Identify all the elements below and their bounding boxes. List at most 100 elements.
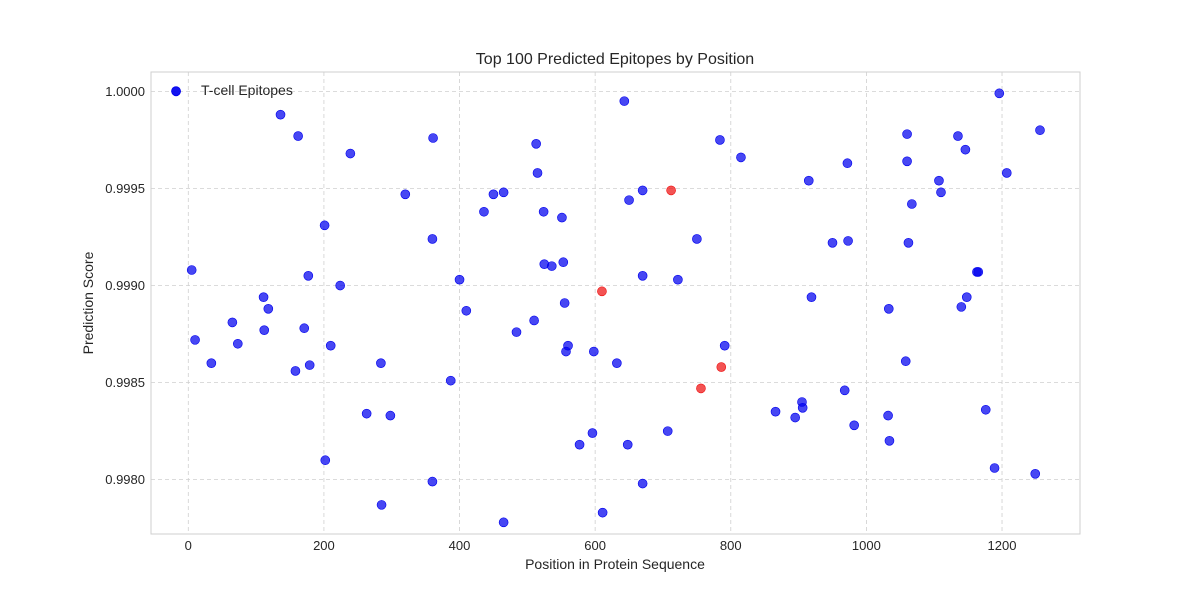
epitope-point bbox=[612, 358, 622, 368]
x-tick-label: 600 bbox=[584, 538, 606, 553]
epitope-point bbox=[376, 500, 387, 510]
epitope-point bbox=[227, 317, 238, 328]
epitope-point bbox=[445, 375, 456, 386]
epitope-point bbox=[376, 358, 386, 368]
epitope-point bbox=[587, 428, 598, 438]
epitope-point bbox=[843, 236, 853, 246]
epitope-point bbox=[479, 206, 489, 217]
y-tick-label: 0.9985 bbox=[105, 375, 145, 390]
data-points bbox=[171, 86, 1045, 528]
epitope-point bbox=[546, 261, 557, 271]
epitope-point bbox=[989, 463, 1000, 473]
epitope-point bbox=[361, 408, 372, 419]
x-axis-label: Position in Protein Sequence bbox=[525, 556, 705, 572]
epitope-point bbox=[827, 238, 838, 248]
epitope-point bbox=[428, 133, 438, 143]
highlighted-epitope-point bbox=[696, 383, 706, 394]
epitope-point bbox=[883, 410, 893, 421]
epitope-point bbox=[259, 325, 270, 335]
epitope-point bbox=[427, 234, 438, 244]
epitope-point bbox=[538, 206, 549, 217]
highlighted-epitope-point bbox=[597, 286, 607, 297]
epitope-point bbox=[498, 517, 509, 528]
epitope-point bbox=[624, 195, 634, 205]
epitope-point bbox=[1035, 125, 1045, 136]
epitope-point bbox=[263, 304, 274, 314]
epitope-point bbox=[275, 109, 286, 120]
epitope-point bbox=[1030, 469, 1041, 479]
epitope-point bbox=[770, 406, 781, 417]
epitope-point bbox=[960, 144, 971, 155]
epitope-point bbox=[597, 507, 608, 518]
x-tick-label: 1000 bbox=[852, 538, 881, 553]
epitope-point bbox=[563, 340, 573, 351]
epitope-point bbox=[715, 135, 725, 145]
epitope-point bbox=[884, 436, 895, 446]
epitope-point bbox=[849, 420, 859, 431]
x-tick-labels: 0 200 400 600 800 1000 1200 bbox=[185, 538, 1017, 553]
epitope-point bbox=[558, 257, 569, 268]
chart-title: Top 100 Predicted Epitopes by Position bbox=[476, 51, 754, 68]
epitope-point bbox=[290, 366, 301, 376]
epitope-point bbox=[622, 439, 633, 450]
highlighted-epitope-point bbox=[716, 362, 727, 372]
epitope-point bbox=[956, 302, 967, 312]
epitope-point bbox=[304, 360, 315, 370]
epitope-point bbox=[303, 271, 314, 281]
epitope-point bbox=[803, 175, 814, 186]
epitope-point bbox=[258, 292, 269, 302]
epitope-point bbox=[936, 187, 946, 198]
y-tick-label: 0.9980 bbox=[105, 472, 145, 487]
epitope-point bbox=[907, 199, 917, 209]
epitope-point bbox=[511, 327, 522, 337]
legend-marker bbox=[171, 86, 181, 96]
epitope-point bbox=[902, 156, 912, 167]
epitope-point bbox=[903, 238, 914, 248]
x-tick-label: 800 bbox=[720, 538, 742, 553]
epitope-point bbox=[529, 315, 539, 326]
epitope-point bbox=[619, 96, 630, 106]
epitope-point bbox=[206, 358, 217, 368]
epitope-point bbox=[900, 356, 911, 367]
epitope-point bbox=[557, 212, 567, 223]
highlighted-epitope-point bbox=[666, 185, 676, 196]
plot-frame bbox=[150, 71, 1081, 535]
epitope-point bbox=[498, 187, 509, 198]
epitope-point bbox=[994, 88, 1005, 99]
epitope-point bbox=[797, 403, 808, 413]
epitope-point bbox=[1001, 168, 1012, 178]
y-axis-label: Prediction Score bbox=[80, 251, 96, 354]
epitope-point bbox=[637, 271, 648, 281]
epitope-point bbox=[839, 385, 850, 396]
y-tick-label: 0.9990 bbox=[105, 278, 145, 293]
epitope-point bbox=[345, 148, 356, 159]
epitope-point bbox=[319, 220, 330, 231]
epitope-point bbox=[790, 412, 800, 423]
epitope-point bbox=[559, 298, 570, 308]
epitope-point bbox=[427, 476, 438, 487]
y-tick-label: 0.9995 bbox=[105, 181, 145, 196]
epitope-point bbox=[299, 323, 310, 334]
epitope-point bbox=[574, 439, 585, 450]
epitope-point bbox=[320, 455, 331, 466]
epitope-point bbox=[335, 280, 345, 291]
legend-label: T-cell Epitopes bbox=[201, 82, 293, 98]
epitope-point bbox=[400, 189, 411, 200]
epitope-point bbox=[454, 274, 465, 285]
epitope-point bbox=[662, 426, 673, 436]
epitope-point bbox=[842, 158, 853, 169]
x-tick-label: 200 bbox=[313, 538, 335, 553]
epitope-point bbox=[589, 346, 599, 357]
epitope-point bbox=[673, 274, 683, 285]
epitope-point bbox=[461, 305, 472, 316]
epitope-point bbox=[719, 340, 730, 351]
y-tick-label: 1.0000 bbox=[105, 84, 145, 99]
x-tick-label: 1200 bbox=[988, 538, 1017, 553]
x-tick-label: 0 bbox=[185, 538, 192, 553]
x-tick-label: 400 bbox=[449, 538, 471, 553]
epitope-point bbox=[902, 129, 912, 139]
epitope-point bbox=[488, 189, 499, 200]
epitope-point bbox=[532, 168, 543, 178]
